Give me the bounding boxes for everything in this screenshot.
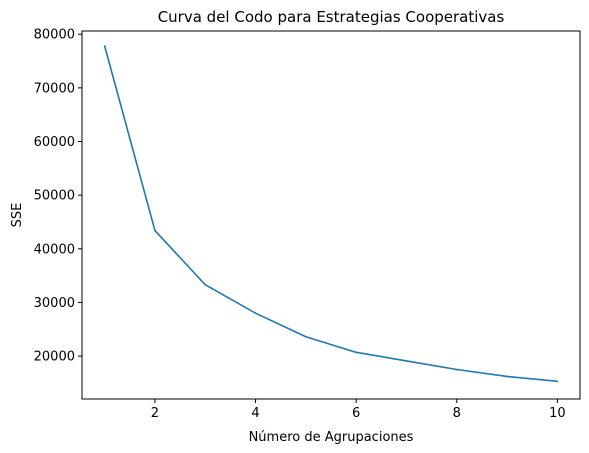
series-line-0 <box>103 45 558 383</box>
y-tick-label: 70000 <box>34 81 75 96</box>
x-tick-label: 4 <box>251 406 259 421</box>
data-point <box>254 312 257 314</box>
x-tick-label: 6 <box>352 406 360 421</box>
y-axis-label: SSE <box>10 203 25 228</box>
data-point <box>455 368 458 371</box>
data-point <box>506 375 508 378</box>
data-point <box>204 283 207 286</box>
x-tick-label: 8 <box>453 406 461 421</box>
y-tick-label: 30000 <box>34 296 75 311</box>
data-point <box>154 229 156 232</box>
data-point <box>556 380 559 383</box>
data-point <box>305 335 307 338</box>
chart-title: Curva del Codo para Estrategias Cooperat… <box>158 8 505 26</box>
y-tick-label: 40000 <box>34 242 75 257</box>
x-tick-label: 10 <box>549 406 566 421</box>
y-tick-label: 20000 <box>34 350 75 365</box>
plot-area: 2 4 6 8 10 20000 30000 40000 50000 60000 70000 8000… <box>34 28 581 421</box>
plot-frame <box>81 30 581 400</box>
y-tick-label: 60000 <box>34 135 75 150</box>
y-tick-label: 50000 <box>34 189 75 204</box>
data-point <box>103 45 106 47</box>
data-point <box>405 360 408 362</box>
y-tick-label: 80000 <box>34 28 75 43</box>
x-axis-label: Número de Agrupaciones <box>249 430 414 445</box>
x-tick-label: 2 <box>151 406 159 421</box>
data-point <box>355 351 357 354</box>
